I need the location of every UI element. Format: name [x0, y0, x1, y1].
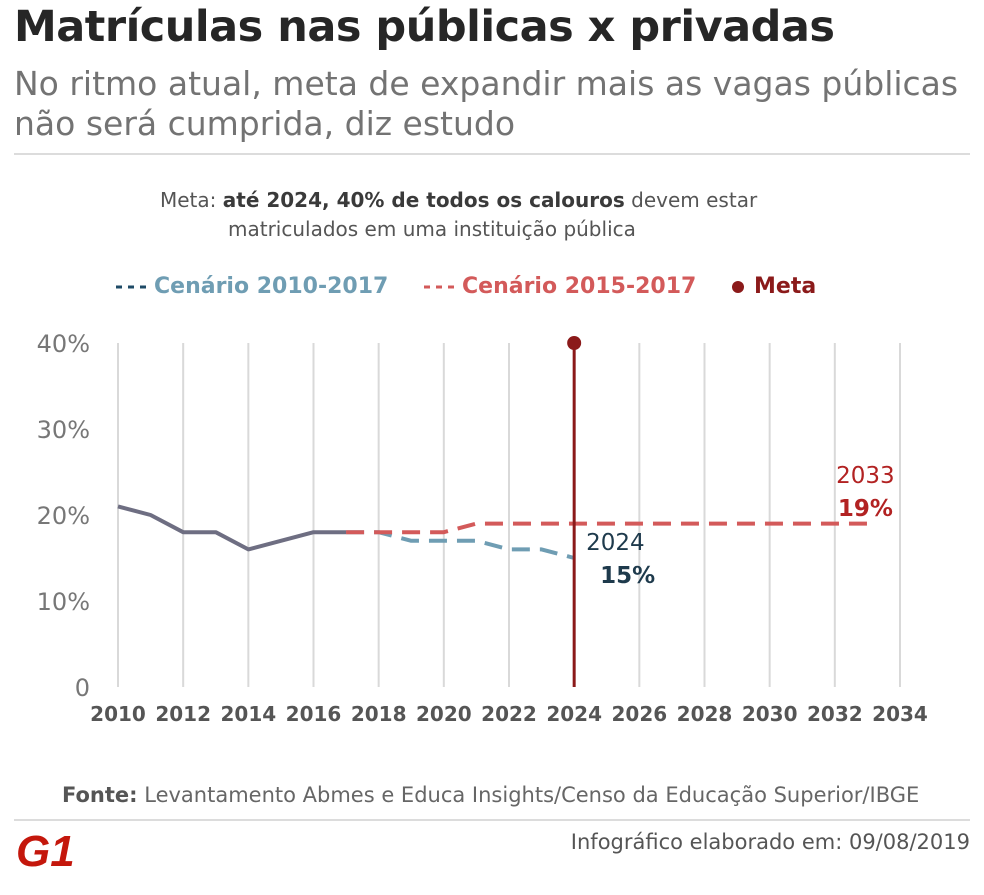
x-tick-label: 2030 [742, 702, 798, 726]
x-tick-label: 2020 [416, 702, 472, 726]
series-line-scenario-2015-2017 [346, 521, 868, 535]
meta-point [567, 336, 582, 350]
x-tick-label: 2024 [546, 702, 602, 726]
x-tick-label: 2010 [90, 702, 146, 726]
y-tick-label: 40% [37, 330, 90, 358]
source-text: Levantamento Abmes e Educa Insights/Cens… [144, 783, 920, 807]
g1-logo: G1 [16, 827, 75, 874]
y-tick-label: 10% [37, 588, 90, 616]
x-tick-label: 2028 [677, 702, 733, 726]
line-chart: 2010 2012 2014 2016 2018 2020 2022 2024 2026 2028… [37, 330, 928, 726]
credit-text: Infográfico elaborado em: 09/08/2019 [570, 830, 970, 854]
source-note: Fonte: Levantamento Abmes e Educa Insigh… [62, 783, 919, 807]
legend-scenario-a-label: Cenário 2010-2017 [154, 274, 389, 299]
series-line-scenario-2010-2017 [346, 530, 575, 560]
y-tick-label: 30% [37, 416, 90, 444]
x-tick-label: 2026 [611, 702, 667, 726]
legend-dash-a-icon [116, 285, 146, 288]
annotation-year-label: 2024 [586, 530, 645, 556]
footer-divider [14, 819, 970, 821]
x-tick-label: 2034 [872, 702, 928, 726]
x-tick-label: 2012 [155, 702, 211, 726]
goal-note-suffix: devem estar [631, 188, 758, 212]
x-tick-label: 2032 [807, 702, 863, 726]
legend-scenario-a: Cenário 2010-2017 [116, 274, 388, 299]
x-tick-label: 2022 [481, 702, 537, 726]
source-label: Fonte: [62, 783, 138, 807]
g1-logo-text: G1 [16, 827, 75, 874]
goal-note: Meta: até 2024, 40% de todos os calouros… [160, 186, 820, 244]
goal-note-bold: até 2024, 40% de todos os calouros [222, 188, 625, 212]
annotation-value-label: 19% [838, 496, 893, 522]
legend-scenario-b: Cenário 2015-2017 [424, 274, 696, 299]
x-tick-label: 2018 [351, 702, 407, 726]
legend-dash-b-icon [424, 285, 454, 288]
x-tick-label: 2014 [220, 702, 276, 726]
legend-meta-label: Meta [754, 274, 817, 299]
legend-scenario-b-label: Cenário 2015-2017 [462, 274, 697, 299]
annotation-year-label: 2033 [836, 463, 895, 489]
legend-meta: Meta [730, 274, 816, 299]
goal-note-prefix: Meta: [160, 188, 217, 212]
goal-note-line2: matriculados em uma instituição pública [228, 217, 636, 241]
x-tick-label: 2016 [286, 702, 342, 726]
y-tick-label: 20% [37, 502, 90, 530]
legend-meta-dot-icon [732, 280, 744, 293]
annotation-value-label: 15% [600, 563, 655, 589]
y-tick-label: 0 [75, 674, 90, 702]
page-title: Matrículas nas públicas x privadas [14, 2, 835, 52]
page-subtitle: No ritmo atual, meta de expandir mais as… [14, 64, 959, 143]
series-line-historical [117, 504, 347, 552]
header-divider [14, 153, 970, 155]
